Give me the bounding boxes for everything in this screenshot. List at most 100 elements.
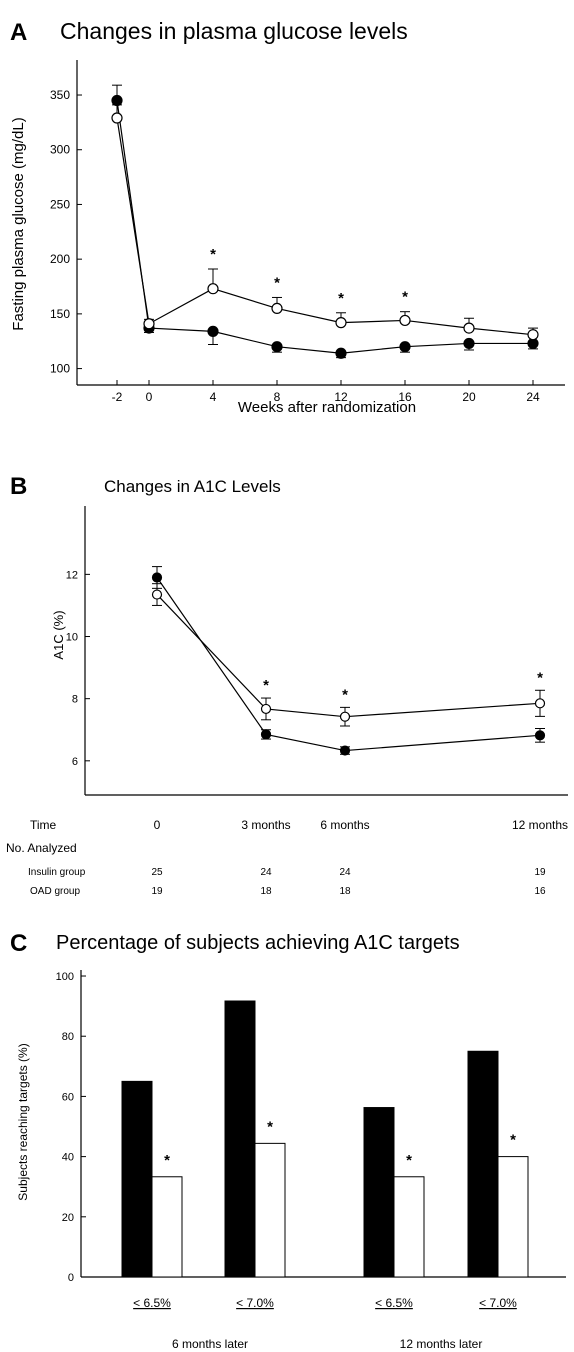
table-time-value: 6 months xyxy=(320,818,369,832)
panel-a-point-open xyxy=(271,302,283,315)
panel-c-bar-open xyxy=(254,1142,286,1278)
panel-a-point-filled xyxy=(271,341,283,353)
panel-b-point-open xyxy=(534,698,546,709)
panel-c-y-tick-label: 40 xyxy=(62,1152,74,1164)
panel-a-x-tick-label: 4 xyxy=(210,390,217,404)
panel-a-series-open-line xyxy=(116,117,534,336)
table-time-value: 0 xyxy=(154,818,161,832)
panel-a-point-filled xyxy=(111,94,123,107)
panel-a-series-filled-line xyxy=(116,100,533,354)
table-cell: 24 xyxy=(260,867,272,878)
table-cell: 24 xyxy=(339,867,351,878)
panel-b-y-axis-label: A1C (%) xyxy=(51,610,66,659)
panel-a-x-axis: -2 0 4 8 12 16 20 24 xyxy=(77,380,565,404)
table-cell: 16 xyxy=(534,886,546,897)
panel-c-y-axis: 0 20 40 60 80 100 xyxy=(56,970,566,1284)
panel-c-significance-star: * xyxy=(267,1118,273,1135)
table-time-label: Time xyxy=(30,818,57,832)
panel-b-table: Time No. Analyzed Insulin group OAD grou… xyxy=(6,818,568,897)
panel-a-y-axis: 100 150 200 250 300 350 xyxy=(50,60,82,385)
panel-b-letter: B xyxy=(10,473,27,500)
panel-c-category-label: < 7.0% xyxy=(479,1296,517,1310)
panel-b-point-filled xyxy=(339,745,351,756)
panel-a-x-tick-label: 12 xyxy=(334,390,348,404)
panel-c-plot-area: < 6.5% < 7.0% < 6.5% < 7.0% * * * * xyxy=(121,1000,529,1310)
panel-c-category-label: < 6.5% xyxy=(133,1296,171,1310)
panel-a-y-axis-label: Fasting plasma glucose (mg/dL) xyxy=(10,117,27,330)
panel-b-y-tick-label: 8 xyxy=(72,694,78,706)
panel-a-significance-star: * xyxy=(274,274,280,291)
panel-a-x-tick-label: 20 xyxy=(462,390,476,404)
panel-b-y-axis: 6 8 10 12 xyxy=(66,506,568,796)
panel-b-point-open xyxy=(151,589,163,600)
panel-c-y-tick-label: 20 xyxy=(62,1212,74,1224)
panel-a-point-open xyxy=(463,322,475,334)
table-cell: 25 xyxy=(151,867,163,878)
panel-a-significance-star: * xyxy=(338,290,344,307)
table-cell: 19 xyxy=(534,867,546,878)
panel-a-y-tick-label: 150 xyxy=(50,307,70,321)
panel-a-point-open xyxy=(143,318,155,330)
panel-a-point-open xyxy=(207,283,219,295)
panel-b: B Changes in A1C Levels 6 8 10 12 A1C (%) *… xyxy=(6,473,568,897)
panel-a-y-tick-label: 250 xyxy=(50,197,70,211)
panel-c-y-tick-label: 0 xyxy=(68,1272,74,1284)
panel-c-y-tick-label: 80 xyxy=(62,1031,74,1043)
panel-a: A Changes in plasma glucose levels 100 15… xyxy=(10,18,565,416)
panel-a-point-open xyxy=(399,314,411,327)
panel-b-series-open-line xyxy=(156,594,541,718)
panel-a-y-tick-label: 200 xyxy=(50,252,70,266)
panel-c-y-tick-label: 100 xyxy=(56,971,74,983)
panel-b-point-open xyxy=(260,703,272,715)
panel-a-significance-star: * xyxy=(402,289,408,306)
panel-c-title: Percentage of subjects achieving A1C tar… xyxy=(56,932,460,954)
panel-c-y-tick-label: 60 xyxy=(62,1091,74,1103)
panel-c-y-axis-label: Subjects reaching targets (%) xyxy=(16,1043,30,1200)
panel-c-significance-star: * xyxy=(164,1152,170,1169)
panel-a-y-tick-label: 300 xyxy=(50,143,70,157)
panel-c-bar-open xyxy=(497,1156,529,1278)
panel-c-bar-filled xyxy=(224,1000,256,1278)
panel-b-y-tick-label: 10 xyxy=(66,632,78,644)
panel-c-bar-filled xyxy=(363,1107,395,1278)
panel-a-point-filled xyxy=(463,337,475,350)
table-row-label-oad: OAD group xyxy=(30,886,80,897)
panel-b-point-filled xyxy=(151,572,163,583)
panel-c-bar-open xyxy=(151,1176,183,1278)
panel-a-x-tick-label: 8 xyxy=(274,390,281,404)
panel-c-significance-star: * xyxy=(406,1152,412,1169)
panel-a-y-tick-label: 100 xyxy=(50,362,70,376)
panel-b-point-filled xyxy=(260,729,272,740)
table-time-value: 12 months xyxy=(512,818,568,832)
panel-b-series-filled-line xyxy=(156,577,541,752)
panel-b-significance-star: * xyxy=(537,669,543,686)
panel-a-title: Changes in plasma glucose levels xyxy=(60,18,408,44)
panel-b-title: Changes in A1C Levels xyxy=(104,477,281,496)
panel-a-x-tick-label: -2 xyxy=(112,390,123,404)
panel-c-bar-filled xyxy=(467,1050,499,1278)
panel-a-point-filled xyxy=(335,347,347,359)
panel-a-x-tick-label: 0 xyxy=(146,390,153,404)
panel-b-significance-star: * xyxy=(263,677,269,694)
panel-a-x-axis-label: Weeks after randomization xyxy=(238,399,416,416)
panel-a-y-tick-label: 350 xyxy=(50,88,70,102)
panel-c-letter: C xyxy=(10,930,27,957)
table-analyzed-label: No. Analyzed xyxy=(6,841,77,855)
panel-a-x-tick-label: 16 xyxy=(398,390,412,404)
table-cell: 18 xyxy=(260,886,272,897)
panel-c-bar-filled xyxy=(121,1080,153,1278)
group-label-6-months: 6 months later xyxy=(172,1337,248,1351)
panel-b-point-filled xyxy=(534,730,546,741)
panel-c-category-label: < 7.0% xyxy=(236,1296,274,1310)
panel-b-point-open xyxy=(339,711,351,722)
table-cell: 18 xyxy=(339,886,351,897)
panel-a-point-open xyxy=(335,317,347,329)
panel-a-point-open xyxy=(527,329,539,341)
panel-c-bar-open xyxy=(393,1176,425,1278)
panel-c-category-label: < 6.5% xyxy=(375,1296,413,1310)
panel-a-point-filled xyxy=(399,341,411,353)
panel-a-plot-area: * * * * xyxy=(111,84,539,359)
table-cell: 19 xyxy=(151,886,163,897)
panel-b-y-tick-label: 6 xyxy=(72,756,78,768)
